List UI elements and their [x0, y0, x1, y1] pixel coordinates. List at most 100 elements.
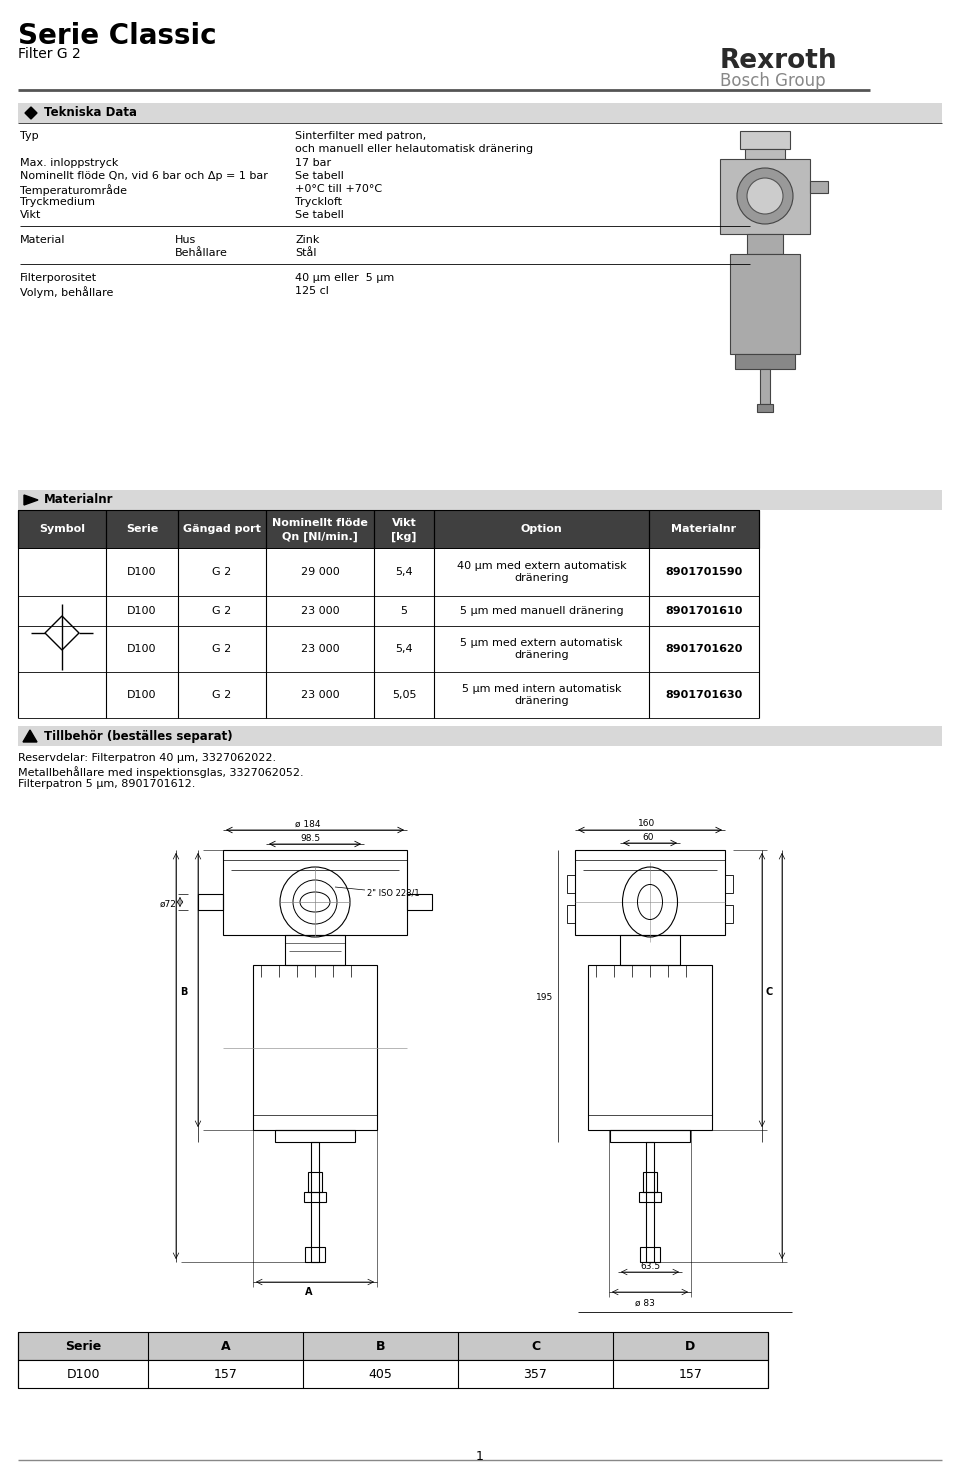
- Text: D100: D100: [128, 643, 156, 654]
- Bar: [18, 510, 759, 548]
- Bar: [640, 1247, 660, 1262]
- Text: 40 μm med extern automatisk: 40 μm med extern automatisk: [457, 561, 626, 571]
- Text: Behållare: Behållare: [175, 248, 228, 259]
- Text: Option: Option: [520, 524, 563, 535]
- Text: 5 μm med intern automatisk: 5 μm med intern automatisk: [462, 685, 621, 693]
- Text: ø 184: ø 184: [295, 820, 321, 829]
- Text: Nominellt flöde: Nominellt flöde: [272, 519, 368, 527]
- Bar: [285, 934, 345, 965]
- Bar: [810, 181, 828, 192]
- Text: Nominellt flöde Qn, vid 6 bar och Δp = 1 bar: Nominellt flöde Qn, vid 6 bar och Δp = 1…: [20, 170, 268, 181]
- Text: G 2: G 2: [212, 567, 231, 577]
- Bar: [757, 404, 773, 411]
- Text: dränering: dränering: [515, 696, 569, 707]
- Text: G 2: G 2: [212, 643, 231, 654]
- Text: Volym, behållare: Volym, behållare: [20, 286, 113, 298]
- Text: 23 000: 23 000: [300, 643, 339, 654]
- Text: D100: D100: [128, 567, 156, 577]
- Bar: [735, 354, 795, 369]
- Text: dränering: dränering: [515, 649, 569, 660]
- Bar: [18, 1360, 768, 1388]
- Text: 157: 157: [213, 1368, 237, 1381]
- Bar: [720, 159, 810, 234]
- Text: 5: 5: [400, 607, 407, 616]
- Text: C: C: [766, 987, 773, 997]
- Text: Bosch Group: Bosch Group: [720, 72, 826, 90]
- Bar: [18, 726, 942, 746]
- Text: 160: 160: [638, 820, 656, 829]
- Text: 157: 157: [679, 1368, 703, 1381]
- Text: Material: Material: [20, 235, 65, 245]
- Text: 23 000: 23 000: [300, 607, 339, 616]
- Bar: [407, 895, 432, 909]
- Text: 8901701620: 8901701620: [665, 643, 743, 654]
- Bar: [308, 1172, 322, 1191]
- Bar: [646, 1141, 654, 1262]
- Text: Filterpatron 5 μm, 8901701612.: Filterpatron 5 μm, 8901701612.: [18, 779, 196, 789]
- Text: dränering: dränering: [515, 573, 569, 583]
- Text: 195: 195: [536, 993, 553, 1002]
- Text: ø 83: ø 83: [635, 1299, 655, 1307]
- Text: B: B: [180, 987, 187, 997]
- Text: 8901701590: 8901701590: [665, 567, 743, 577]
- Bar: [725, 905, 733, 923]
- Text: Tekniska Data: Tekniska Data: [44, 106, 137, 119]
- Text: 5,4: 5,4: [396, 643, 413, 654]
- Bar: [304, 1191, 326, 1202]
- Text: Vikt: Vikt: [20, 210, 41, 220]
- Text: D100: D100: [128, 607, 156, 616]
- Polygon shape: [23, 730, 37, 742]
- Bar: [198, 895, 223, 909]
- Text: Se tabell: Se tabell: [295, 170, 344, 181]
- Bar: [18, 1332, 768, 1360]
- Text: Vikt: Vikt: [392, 519, 417, 527]
- Bar: [275, 1130, 355, 1141]
- Bar: [760, 369, 770, 404]
- Text: Materialnr: Materialnr: [671, 524, 736, 535]
- Text: Typ: Typ: [20, 131, 38, 141]
- Text: Tillbehör (beställes separat): Tillbehör (beställes separat): [44, 730, 232, 743]
- Text: 357: 357: [523, 1368, 547, 1381]
- Text: G 2: G 2: [212, 607, 231, 616]
- Text: D100: D100: [128, 690, 156, 701]
- Text: Temperaturområde: Temperaturområde: [20, 184, 127, 195]
- Bar: [620, 934, 680, 965]
- Bar: [745, 148, 785, 159]
- Text: D: D: [685, 1340, 696, 1353]
- Text: Gängad port: Gängad port: [183, 524, 261, 535]
- Text: Tryckloft: Tryckloft: [295, 197, 342, 207]
- Text: 1: 1: [476, 1450, 484, 1463]
- Text: Stål: Stål: [295, 248, 317, 259]
- Bar: [305, 1247, 325, 1262]
- Bar: [567, 905, 575, 923]
- Text: 17 bar: 17 bar: [295, 159, 331, 167]
- Bar: [567, 876, 575, 893]
- Text: Serie: Serie: [126, 524, 158, 535]
- Bar: [223, 851, 407, 934]
- Text: C: C: [531, 1340, 540, 1353]
- Text: 40 μm eller  5 μm: 40 μm eller 5 μm: [295, 273, 395, 284]
- Bar: [575, 851, 725, 934]
- Text: Hus: Hus: [175, 235, 196, 245]
- Bar: [253, 965, 377, 1130]
- Text: Tryckmedium: Tryckmedium: [20, 197, 95, 207]
- Text: Sinterfilter med patron,: Sinterfilter med patron,: [295, 131, 426, 141]
- Text: 60: 60: [642, 833, 654, 842]
- Text: 23 000: 23 000: [300, 690, 339, 701]
- Text: 5 μm med extern automatisk: 5 μm med extern automatisk: [460, 638, 623, 648]
- Text: Qn [Nl/min.]: Qn [Nl/min.]: [282, 532, 358, 542]
- Bar: [18, 103, 942, 123]
- Text: [kg]: [kg]: [392, 532, 417, 542]
- Text: D100: D100: [66, 1368, 100, 1381]
- Bar: [643, 1172, 657, 1191]
- Text: och manuell eller helautomatisk dränering: och manuell eller helautomatisk dränerin…: [295, 144, 533, 154]
- Circle shape: [747, 178, 783, 214]
- Text: Filter G 2: Filter G 2: [18, 47, 81, 62]
- Text: 5,4: 5,4: [396, 567, 413, 577]
- Text: 5,05: 5,05: [392, 690, 417, 701]
- Bar: [639, 1191, 661, 1202]
- Text: ø72: ø72: [160, 900, 177, 909]
- Bar: [740, 131, 790, 148]
- Text: 98.5: 98.5: [300, 834, 320, 843]
- Text: 29 000: 29 000: [300, 567, 340, 577]
